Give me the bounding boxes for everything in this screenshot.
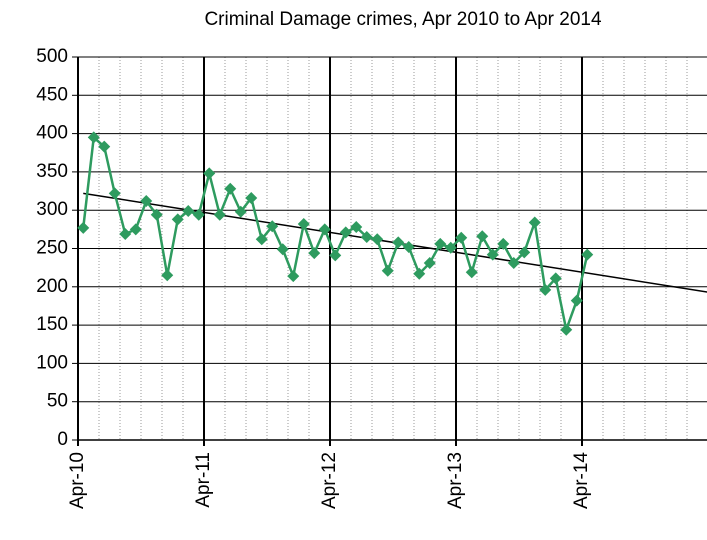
x-tick-label: Apr-10: [67, 452, 88, 509]
y-tick-label: 400: [36, 123, 68, 144]
point-marker: [465, 266, 478, 279]
point-marker: [140, 195, 153, 208]
point-marker: [224, 182, 237, 195]
point-marker: [423, 257, 436, 270]
x-tick-label: Apr-12: [319, 452, 340, 509]
point-marker: [234, 205, 247, 218]
y-tick-label: 300: [36, 199, 68, 220]
point-marker: [150, 208, 163, 221]
y-tick-label: 50: [47, 391, 68, 412]
point-marker: [507, 257, 520, 270]
point-marker: [486, 248, 499, 261]
point-marker: [497, 237, 510, 250]
point-marker: [381, 264, 394, 277]
point-marker: [308, 247, 321, 260]
point-marker: [371, 233, 384, 246]
point-marker: [392, 236, 405, 249]
point-marker: [444, 241, 457, 254]
point-marker: [108, 187, 121, 200]
point-marker: [276, 243, 289, 256]
x-tick-label: Apr-14: [571, 452, 592, 509]
point-marker: [161, 269, 174, 282]
y-tick-label: 500: [36, 46, 68, 67]
point-marker: [549, 272, 562, 285]
point-marker: [213, 208, 226, 221]
point-marker: [266, 220, 279, 233]
point-marker: [402, 240, 415, 253]
point-marker: [203, 167, 216, 180]
chart-title: Criminal Damage crimes, Apr 2010 to Apr …: [204, 9, 602, 30]
point-marker: [77, 221, 90, 234]
point-marker: [182, 204, 195, 217]
point-marker: [360, 231, 373, 244]
point-marker: [539, 283, 552, 296]
y-tick-label: 0: [57, 429, 68, 450]
y-tick-label: 100: [36, 352, 68, 373]
point-marker: [518, 246, 531, 259]
x-tick-label: Apr-13: [445, 452, 466, 509]
point-marker: [87, 131, 100, 144]
point-marker: [245, 191, 258, 204]
point-marker: [129, 223, 142, 236]
point-marker: [297, 217, 310, 230]
point-marker: [98, 140, 111, 153]
point-marker: [119, 227, 132, 240]
point-marker: [528, 216, 541, 229]
y-tick-label: 450: [36, 84, 68, 105]
point-marker: [339, 226, 352, 239]
y-tick-label: 150: [36, 314, 68, 335]
point-marker: [318, 223, 331, 236]
x-tick-label: Apr-11: [193, 452, 214, 508]
point-marker: [434, 237, 447, 250]
point-marker: [455, 231, 468, 244]
point-marker: [476, 230, 489, 243]
point-marker: [581, 248, 594, 261]
point-marker: [413, 267, 426, 280]
point-marker: [570, 294, 583, 307]
y-tick-label: 250: [36, 238, 68, 259]
point-marker: [287, 270, 300, 283]
point-marker: [560, 323, 573, 336]
point-marker: [329, 249, 342, 262]
point-marker: [350, 221, 363, 234]
point-marker: [192, 208, 205, 221]
point-marker: [255, 233, 268, 246]
y-tick-label: 200: [36, 276, 68, 297]
point-marker: [171, 213, 184, 226]
y-tick-label: 350: [36, 161, 68, 182]
